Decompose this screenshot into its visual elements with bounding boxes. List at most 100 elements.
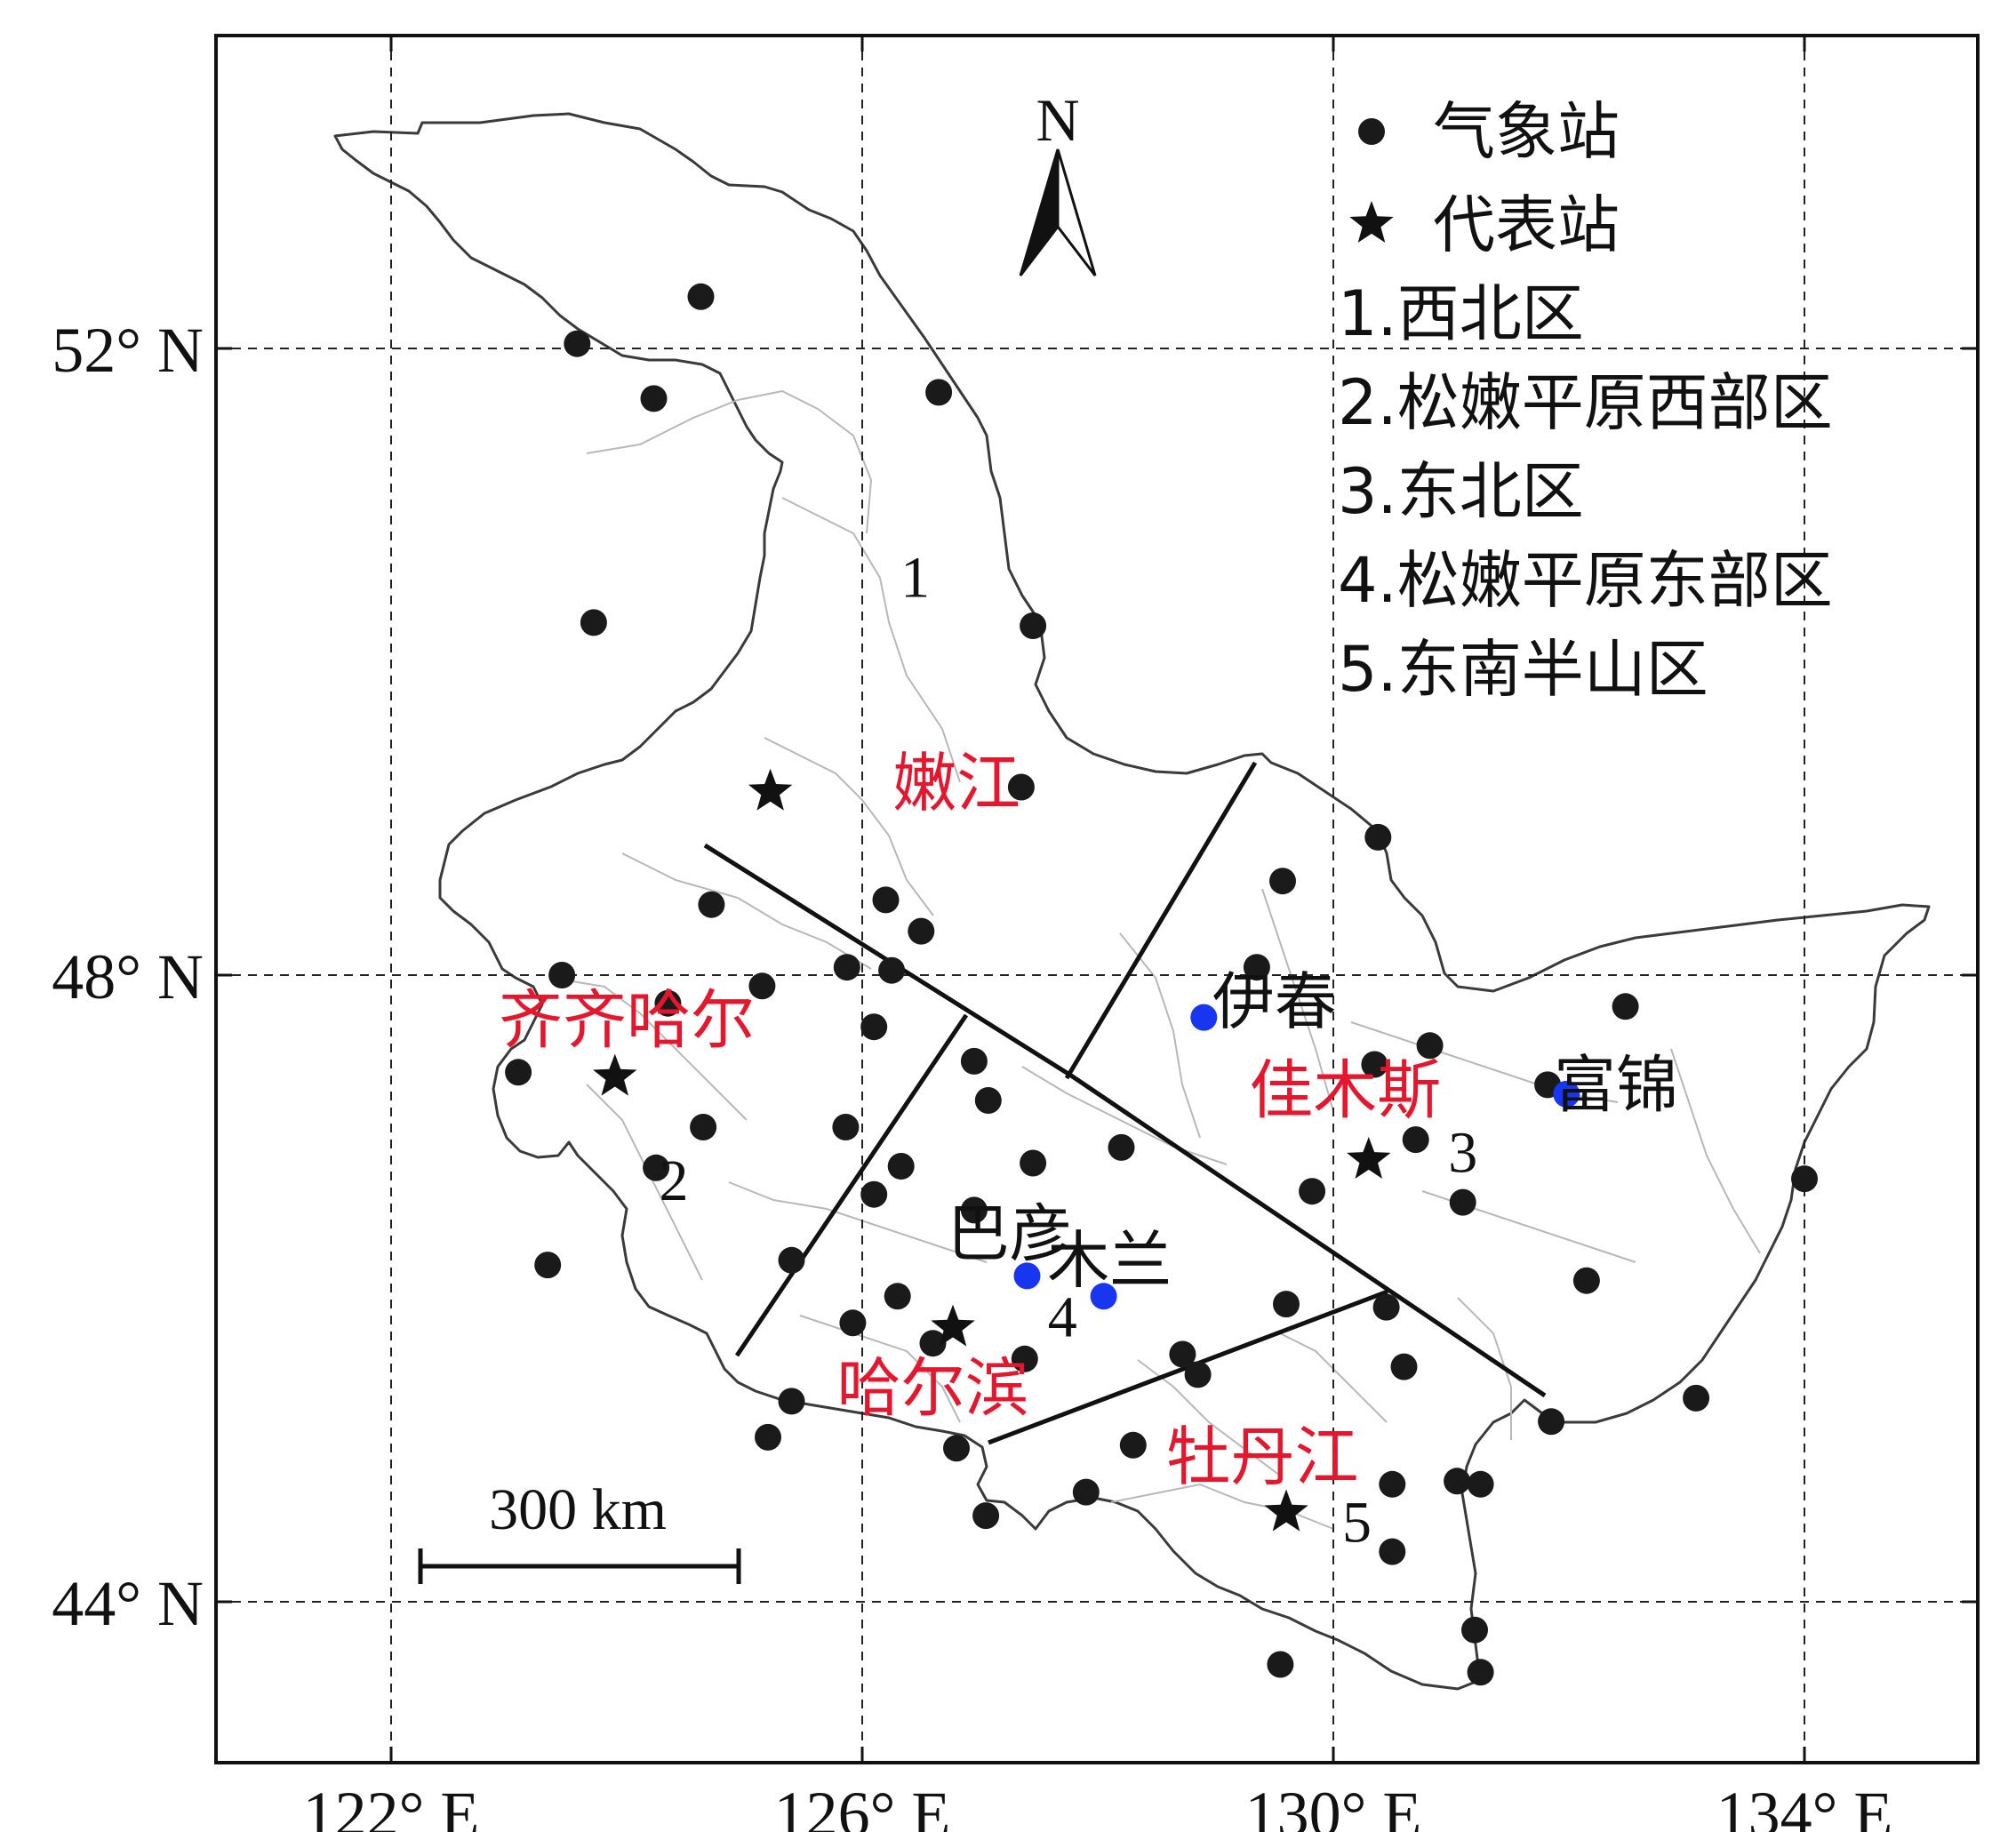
weather-station-dot [943,1435,970,1462]
region-number-label: 2 [660,1148,689,1213]
legend-region-5: 5.东南半山区 [1338,633,1708,706]
highlight-station-dot [1190,1004,1218,1031]
weather-station-dot [860,1013,888,1041]
weather-station-dot [1372,1293,1400,1321]
region-divider-lines [703,761,1547,1445]
weather-station-dot [1007,773,1035,801]
x-tick-label: 122° E [303,1779,480,1832]
highlight-station-dot [1090,1283,1117,1310]
y-tick-label: 52° N [52,315,204,386]
region-number-label: 1 [900,546,930,611]
scale-bar-label: 300 km [489,1477,667,1542]
weather-station-dot [1390,1353,1418,1380]
representative-station-label: 嫩江 [892,746,1020,820]
weather-station-dot [755,1423,781,1451]
weather-station-dot [687,283,715,310]
weather-station-dot [1020,1149,1047,1177]
representative-star-icon [1347,1137,1391,1179]
weather-station-dot [860,1180,888,1208]
weather-station-dot [884,1283,911,1310]
weather-station-dot [960,1196,988,1224]
weather-station-dot [872,886,900,914]
weather-station-dot [1267,1651,1294,1678]
weather-station-dot [778,1246,805,1274]
weather-station-dot [778,1388,805,1415]
region-divider-ne [1064,761,1258,1080]
y-tick-label: 44° N [52,1568,204,1639]
weather-station-dot [839,1309,867,1337]
weather-station-dot [1169,1340,1196,1368]
weather-station-dot [960,1047,988,1075]
region-number-label: 4 [1048,1285,1077,1350]
weather-station-dot [534,1252,562,1279]
weather-station-dot [974,1087,1002,1114]
weather-station-dot [1379,1470,1406,1498]
internal-county-boundaries [550,389,1761,1530]
weather-station-dot [1020,612,1047,639]
weather-station-dot [1011,1345,1038,1372]
legend-region-3: 3.东北区 [1338,455,1584,528]
highlight-station-dot [1553,1080,1580,1108]
representative-star-icon [931,1304,975,1347]
representative-station-label: 佳木斯 [1249,1053,1441,1128]
weather-station-dot [1449,1188,1476,1216]
weather-station-dot [1364,823,1392,851]
weather-station-dot [1379,1538,1406,1565]
weather-station-dot [654,989,682,1017]
weather-station-dot [748,972,776,1000]
weather-station-dot [690,1114,717,1140]
representative-star-icon [748,768,793,811]
weather-station-dot [1683,1384,1710,1412]
weather-station-dot [833,954,860,981]
weather-station-dot [1072,1478,1100,1506]
highlight-station-label: 木兰 [1047,1224,1172,1297]
north-arrow: N [1019,86,1097,276]
north-arrow-label: N [1036,86,1079,154]
region-divider-1-2 [703,843,1547,1398]
weather-station-dot [640,385,668,412]
weather-station-dot [925,379,953,406]
weather-station-dot [832,1114,860,1140]
region-number-label: 3 [1448,1120,1477,1185]
weather-station-dot [564,330,591,357]
weather-station-dot [1299,1178,1326,1205]
region-divider-2-4 [734,1013,969,1357]
legend-label-station: 气象站 [1433,95,1620,168]
x-tick-label: 130° E [1245,1779,1422,1832]
weather-station-dot [1184,1361,1212,1388]
representative-star-icon [593,1053,637,1096]
representative-station-label: 齐齐哈尔 [499,982,755,1057]
weather-station-dot [1108,1133,1135,1161]
x-tick-label: 126° E [774,1779,951,1832]
province-boundary [333,112,1931,1691]
weather-station-dot [1416,1032,1444,1060]
legend: 气象站 代表站 1.西北区 2.松嫩平原西部区 3.东北区 4.松嫩平原东部区 … [1338,95,1833,706]
weather-station-dot [1791,1165,1818,1193]
highlight-station-label: 巴彦 [948,1197,1072,1270]
representative-star-icon [1264,1489,1308,1532]
legend-region-2: 2.松嫩平原西部区 [1338,366,1833,439]
y-tick-label: 48° N [52,941,204,1012]
weather-station-dot [643,1154,670,1181]
weather-station-dot [1361,1051,1388,1078]
weather-station-dot [1612,993,1639,1020]
weather-station-dot [1461,1616,1488,1644]
weather-station-dot [908,917,935,945]
weather-station-dot [1572,1267,1600,1294]
weather-station-dot [698,891,725,918]
weather-station-dot [919,1330,947,1357]
weather-station-dot [878,956,906,984]
weather-stations [505,283,1818,1686]
weather-station-dot [887,1153,915,1180]
weather-station-dot [548,962,576,988]
highlight-station-label: 富锦 [1554,1048,1678,1121]
region-number-label: 5 [1342,1490,1372,1555]
heilongjiang-outline [333,112,1931,1691]
legend-dot-icon [1358,118,1385,145]
legend-star-icon [1349,201,1394,243]
weather-station-dot [972,1502,1000,1530]
weather-station-dot [1467,1659,1494,1686]
